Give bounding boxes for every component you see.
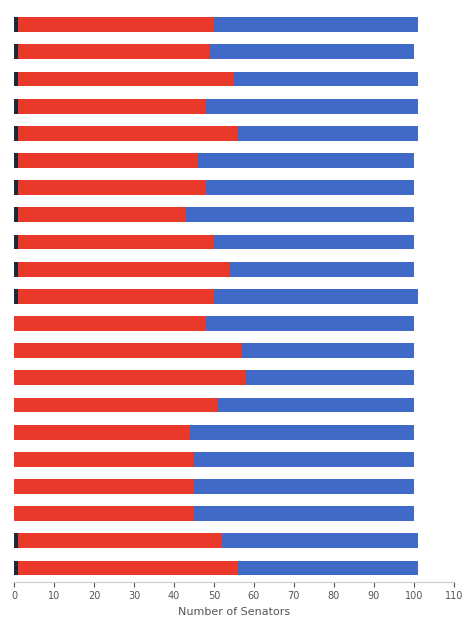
Bar	[18, 289, 214, 304]
Bar	[18, 262, 230, 277]
Bar	[230, 262, 414, 277]
Bar	[14, 398, 218, 413]
Bar	[206, 180, 414, 195]
Bar	[14, 180, 18, 195]
Bar	[198, 153, 414, 168]
Bar	[246, 371, 414, 386]
Bar	[18, 180, 206, 195]
Bar	[14, 126, 18, 141]
Bar	[186, 207, 414, 222]
Bar	[194, 479, 414, 494]
Bar	[214, 289, 418, 304]
X-axis label: Number of Senators: Number of Senators	[178, 607, 290, 617]
Bar	[14, 316, 206, 331]
Bar	[18, 234, 214, 249]
Bar	[14, 425, 190, 440]
Bar	[234, 72, 418, 87]
Bar	[18, 533, 222, 548]
Bar	[18, 126, 238, 141]
Bar	[14, 479, 194, 494]
Bar	[14, 99, 18, 114]
Bar	[18, 72, 234, 87]
Bar	[14, 72, 18, 87]
Bar	[238, 126, 418, 141]
Bar	[206, 99, 418, 114]
Bar	[18, 207, 186, 222]
Bar	[190, 425, 414, 440]
Bar	[14, 371, 246, 386]
Bar	[14, 452, 194, 467]
Bar	[206, 316, 414, 331]
Bar	[14, 153, 18, 168]
Bar	[18, 99, 206, 114]
Bar	[14, 533, 18, 548]
Bar	[14, 45, 18, 59]
Bar	[14, 344, 242, 358]
Bar	[14, 262, 18, 277]
Bar	[194, 452, 414, 467]
Bar	[218, 398, 414, 413]
Bar	[238, 561, 418, 575]
Bar	[14, 234, 18, 249]
Bar	[214, 17, 418, 32]
Bar	[210, 45, 414, 59]
Bar	[14, 289, 18, 304]
Bar	[222, 533, 418, 548]
Bar	[214, 234, 414, 249]
Bar	[14, 17, 18, 32]
Bar	[18, 45, 210, 59]
Bar	[18, 153, 198, 168]
Bar	[194, 506, 414, 521]
Bar	[14, 207, 18, 222]
Bar	[18, 17, 214, 32]
Bar	[242, 344, 414, 358]
Bar	[18, 561, 238, 575]
Bar	[14, 506, 194, 521]
Bar	[14, 561, 18, 575]
